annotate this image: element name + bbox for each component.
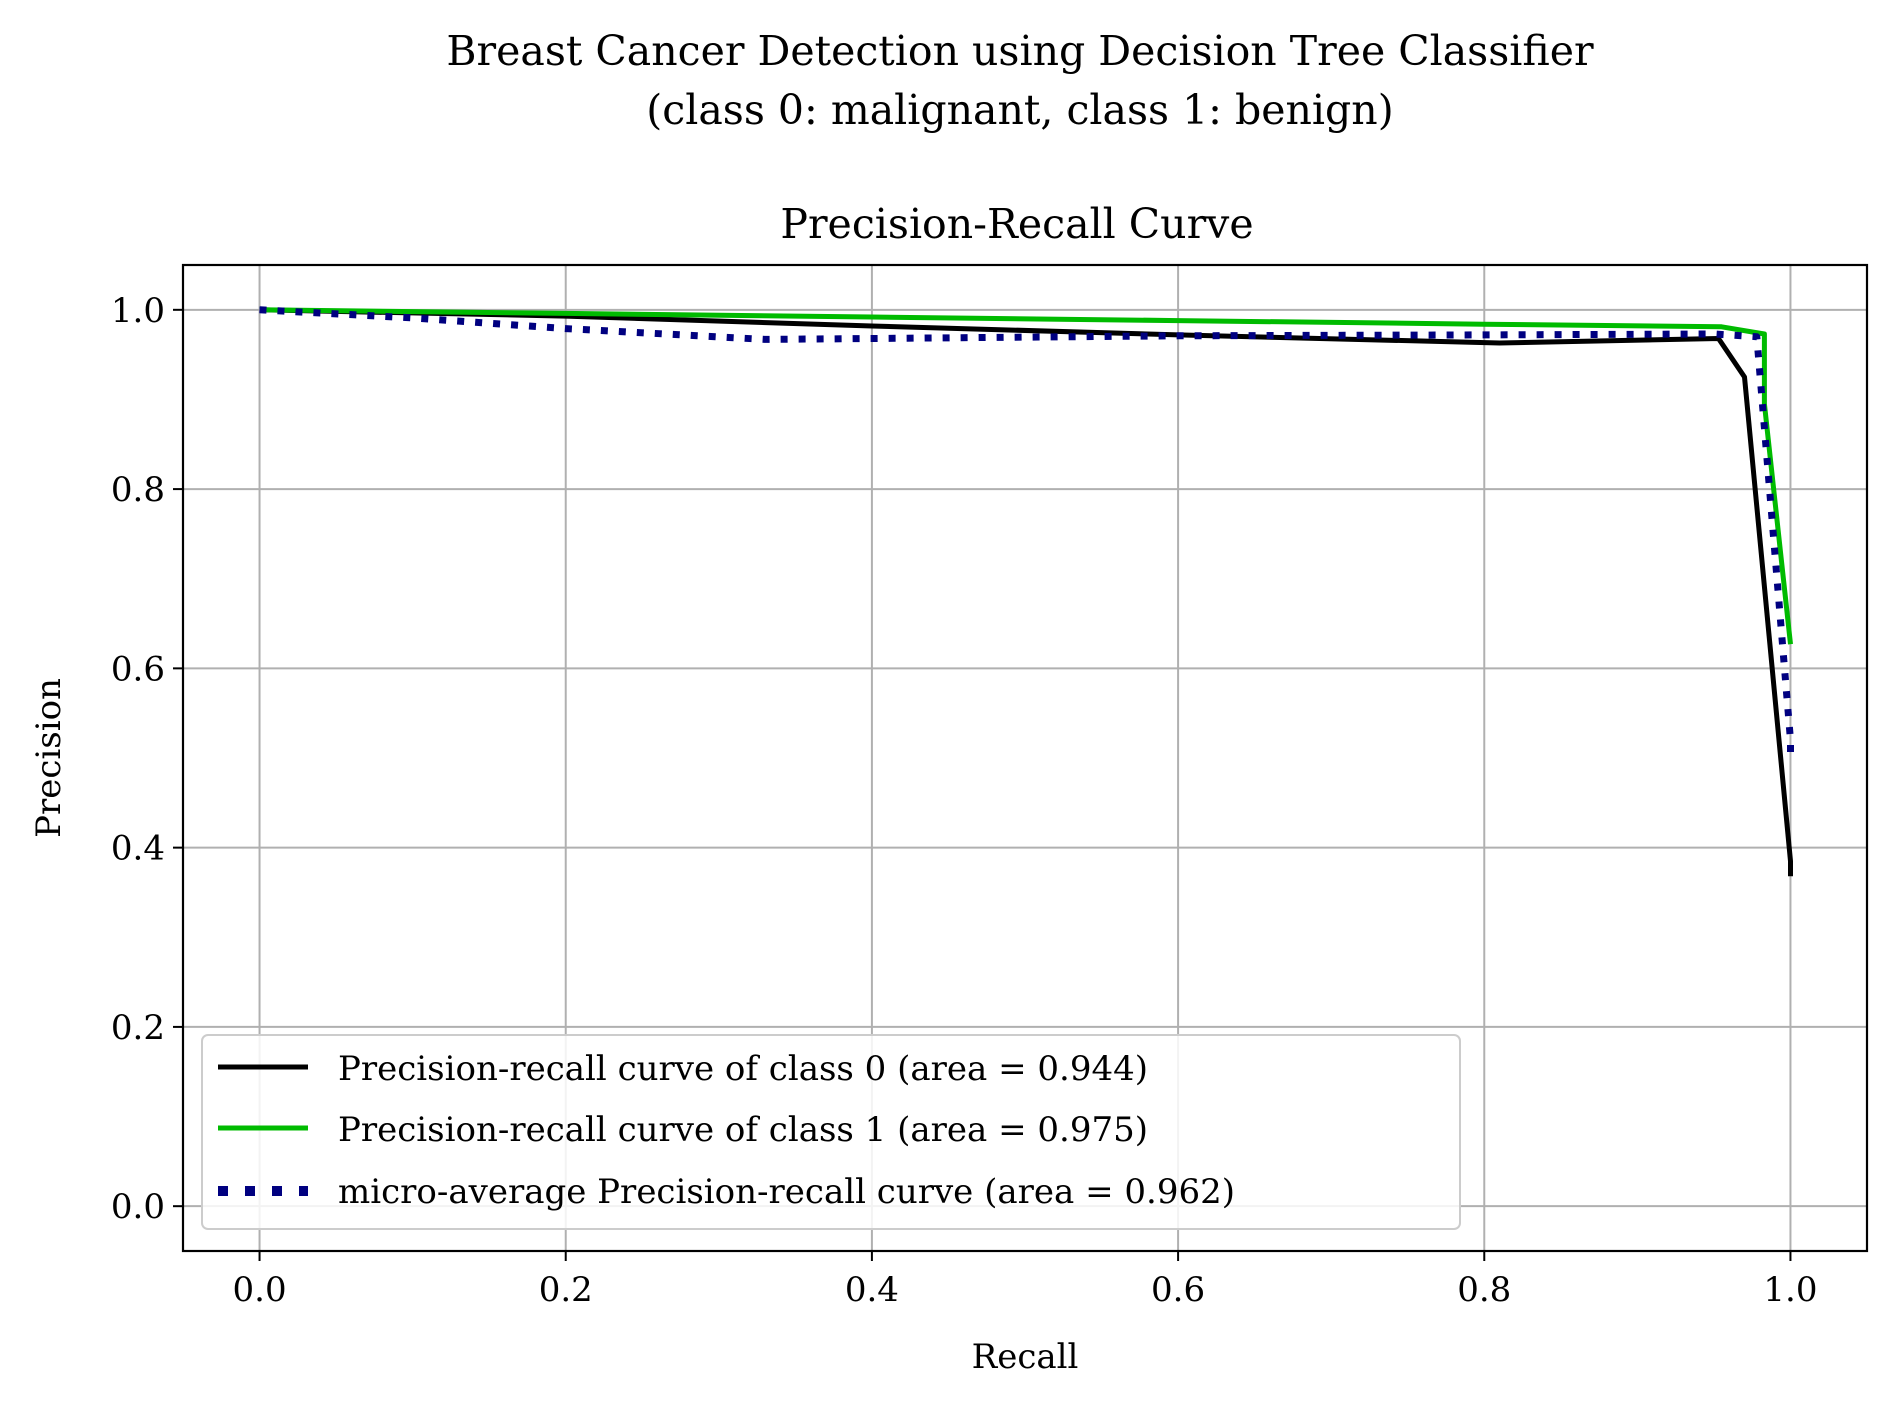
axis-ticks: 0.0 0.2 0.4 0.6 0.8 1.0 0.0 0.2 0.4 0.6 0.8 1.0 — [111, 291, 1818, 1310]
grid-lines — [183, 265, 1867, 1251]
series-line-0 — [259, 307, 1793, 877]
chart-title: Precision-Recall Curve — [780, 200, 1253, 248]
x-axis-label: Recall — [972, 1337, 1079, 1377]
x-tick-label: 1.0 — [1763, 1270, 1817, 1310]
chart-suptitle-line1: Breast Cancer Detection using Decision T… — [446, 27, 1594, 75]
plot-frame — [181, 263, 1869, 1253]
series-lines — [259, 306, 1794, 877]
y-tick-label: 0.8 — [111, 470, 165, 510]
x-tick-label: 0.4 — [845, 1270, 899, 1310]
legend-box — [201, 1034, 1461, 1230]
legend-label-class1: Precision-recall curve of class 1 (area … — [338, 1110, 1148, 1150]
y-tick-label: 0.6 — [111, 649, 165, 689]
chart-suptitle-line2: (class 0: malignant, class 1: benign) — [646, 86, 1393, 134]
x-tick-label: 0.0 — [233, 1270, 287, 1310]
x-tick-label: 0.6 — [1151, 1270, 1205, 1310]
y-tick-label: 0.0 — [111, 1187, 165, 1227]
y-tick-label: 0.4 — [111, 829, 165, 869]
legend: Precision-recall curve of class 0 (area … — [201, 1034, 1461, 1230]
x-tick-label: 0.8 — [1457, 1270, 1511, 1310]
y-tick-label: 0.2 — [111, 1008, 165, 1048]
series-line-2 — [259, 306, 1794, 758]
x-tick-label: 0.2 — [539, 1270, 593, 1310]
y-axis-label: Precision — [29, 678, 69, 838]
y-tick-label: 1.0 — [111, 291, 165, 331]
legend-label-class0: Precision-recall curve of class 0 (area … — [338, 1049, 1148, 1089]
legend-label-micro-average: micro-average Precision-recall curve (ar… — [338, 1172, 1235, 1212]
